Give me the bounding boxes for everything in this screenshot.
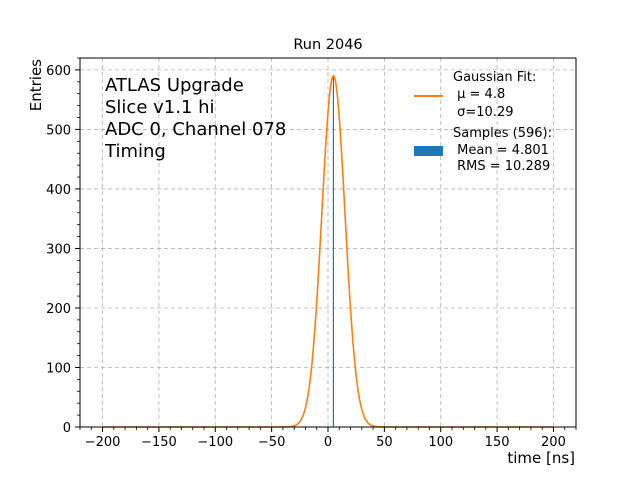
legend-fit-title: Gaussian Fit:	[453, 70, 536, 85]
x-tick-label: −50	[258, 435, 285, 450]
x-tick-label: 150	[485, 435, 510, 450]
x-tick-label: 50	[376, 435, 393, 450]
y-tick-label: 0	[63, 421, 71, 436]
info-line-experiment: ATLAS Upgrade	[105, 75, 244, 96]
legend-samples-title: Samples (596):	[453, 126, 552, 141]
legend-fit-sigma: σ=10.29	[453, 105, 513, 120]
y-tick-label: 500	[46, 123, 71, 138]
y-tick-label: 100	[46, 361, 71, 376]
x-tick-label: −100	[197, 435, 233, 450]
legend: Gaussian Fit: μ = 4.8 σ=10.29 Samples (5…	[414, 70, 552, 174]
legend-fit-mean: μ = 4.8	[453, 87, 505, 102]
legend-samples-mean: Mean = 4.801	[453, 143, 549, 158]
y-tick-label: 400	[46, 183, 71, 198]
x-axis-label: time [ns]	[507, 449, 575, 467]
legend-samples-rms: RMS = 10.289	[453, 159, 550, 174]
x-tick-label: 0	[324, 435, 332, 450]
y-axis-label: Entries	[27, 59, 45, 111]
legend-samples-swatch	[414, 146, 443, 156]
info-line-channel: ADC 0, Channel 078	[105, 119, 286, 140]
y-tick-label: 300	[46, 242, 71, 257]
x-tick-label: 100	[428, 435, 453, 450]
y-tick-label: 600	[46, 64, 71, 79]
axis-ticks: −200 −150 −100 −50 0 50 100 150 200 0 100 200 300 400…	[46, 57, 577, 450]
chart-title: Run 2046	[293, 37, 362, 53]
info-line-slice: Slice v1.1 hi	[105, 97, 215, 118]
info-line-mode: Timing	[104, 141, 166, 162]
x-tick-label: 200	[541, 435, 566, 450]
x-tick-label: −200	[85, 435, 121, 450]
x-tick-label: −150	[141, 435, 177, 450]
info-box: ATLAS Upgrade Slice v1.1 hi ADC 0, Chann…	[104, 75, 286, 162]
y-tick-label: 200	[46, 302, 71, 317]
